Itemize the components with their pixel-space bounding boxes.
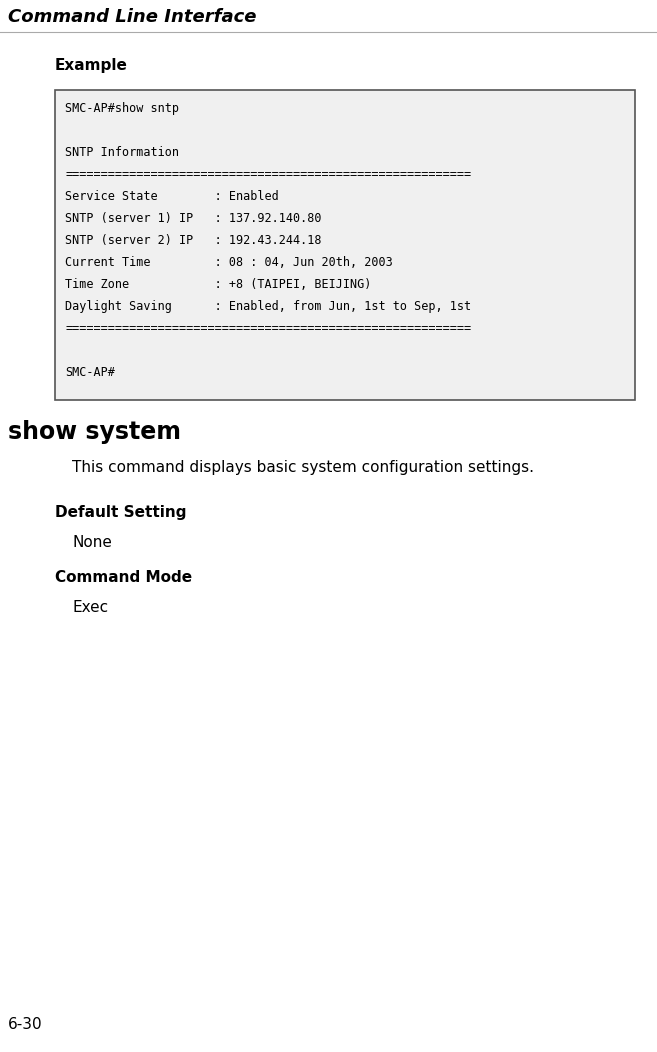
Text: Default Setting: Default Setting [55,505,187,520]
Text: Command Mode: Command Mode [55,570,192,585]
Text: SNTP (server 2) IP   : 192.43.244.18: SNTP (server 2) IP : 192.43.244.18 [65,234,321,247]
Text: None: None [72,535,112,550]
Text: =========================================================: ========================================… [65,322,471,335]
Text: Service State        : Enabled: Service State : Enabled [65,190,279,203]
Text: Example: Example [55,58,128,73]
Text: SMC-AP#: SMC-AP# [65,366,115,379]
Text: Current Time         : 08 : 04, Jun 20th, 2003: Current Time : 08 : 04, Jun 20th, 2003 [65,256,393,269]
Text: Exec: Exec [72,600,108,615]
Text: This command displays basic system configuration settings.: This command displays basic system confi… [72,460,534,476]
Text: SNTP (server 1) IP   : 137.92.140.80: SNTP (server 1) IP : 137.92.140.80 [65,213,321,225]
Text: SMC-AP#show sntp: SMC-AP#show sntp [65,102,179,115]
Text: Daylight Saving      : Enabled, from Jun, 1st to Sep, 1st: Daylight Saving : Enabled, from Jun, 1st… [65,300,471,313]
Text: =========================================================: ========================================… [65,168,471,181]
Text: Time Zone            : +8 (TAIPEI, BEIJING): Time Zone : +8 (TAIPEI, BEIJING) [65,278,371,291]
Bar [55,90,635,400]
Text: SNTP Information: SNTP Information [65,146,179,159]
Text: Command Line Interface: Command Line Interface [8,8,256,26]
Text: show system: show system [8,420,181,444]
Text: 6-30: 6-30 [8,1017,43,1032]
